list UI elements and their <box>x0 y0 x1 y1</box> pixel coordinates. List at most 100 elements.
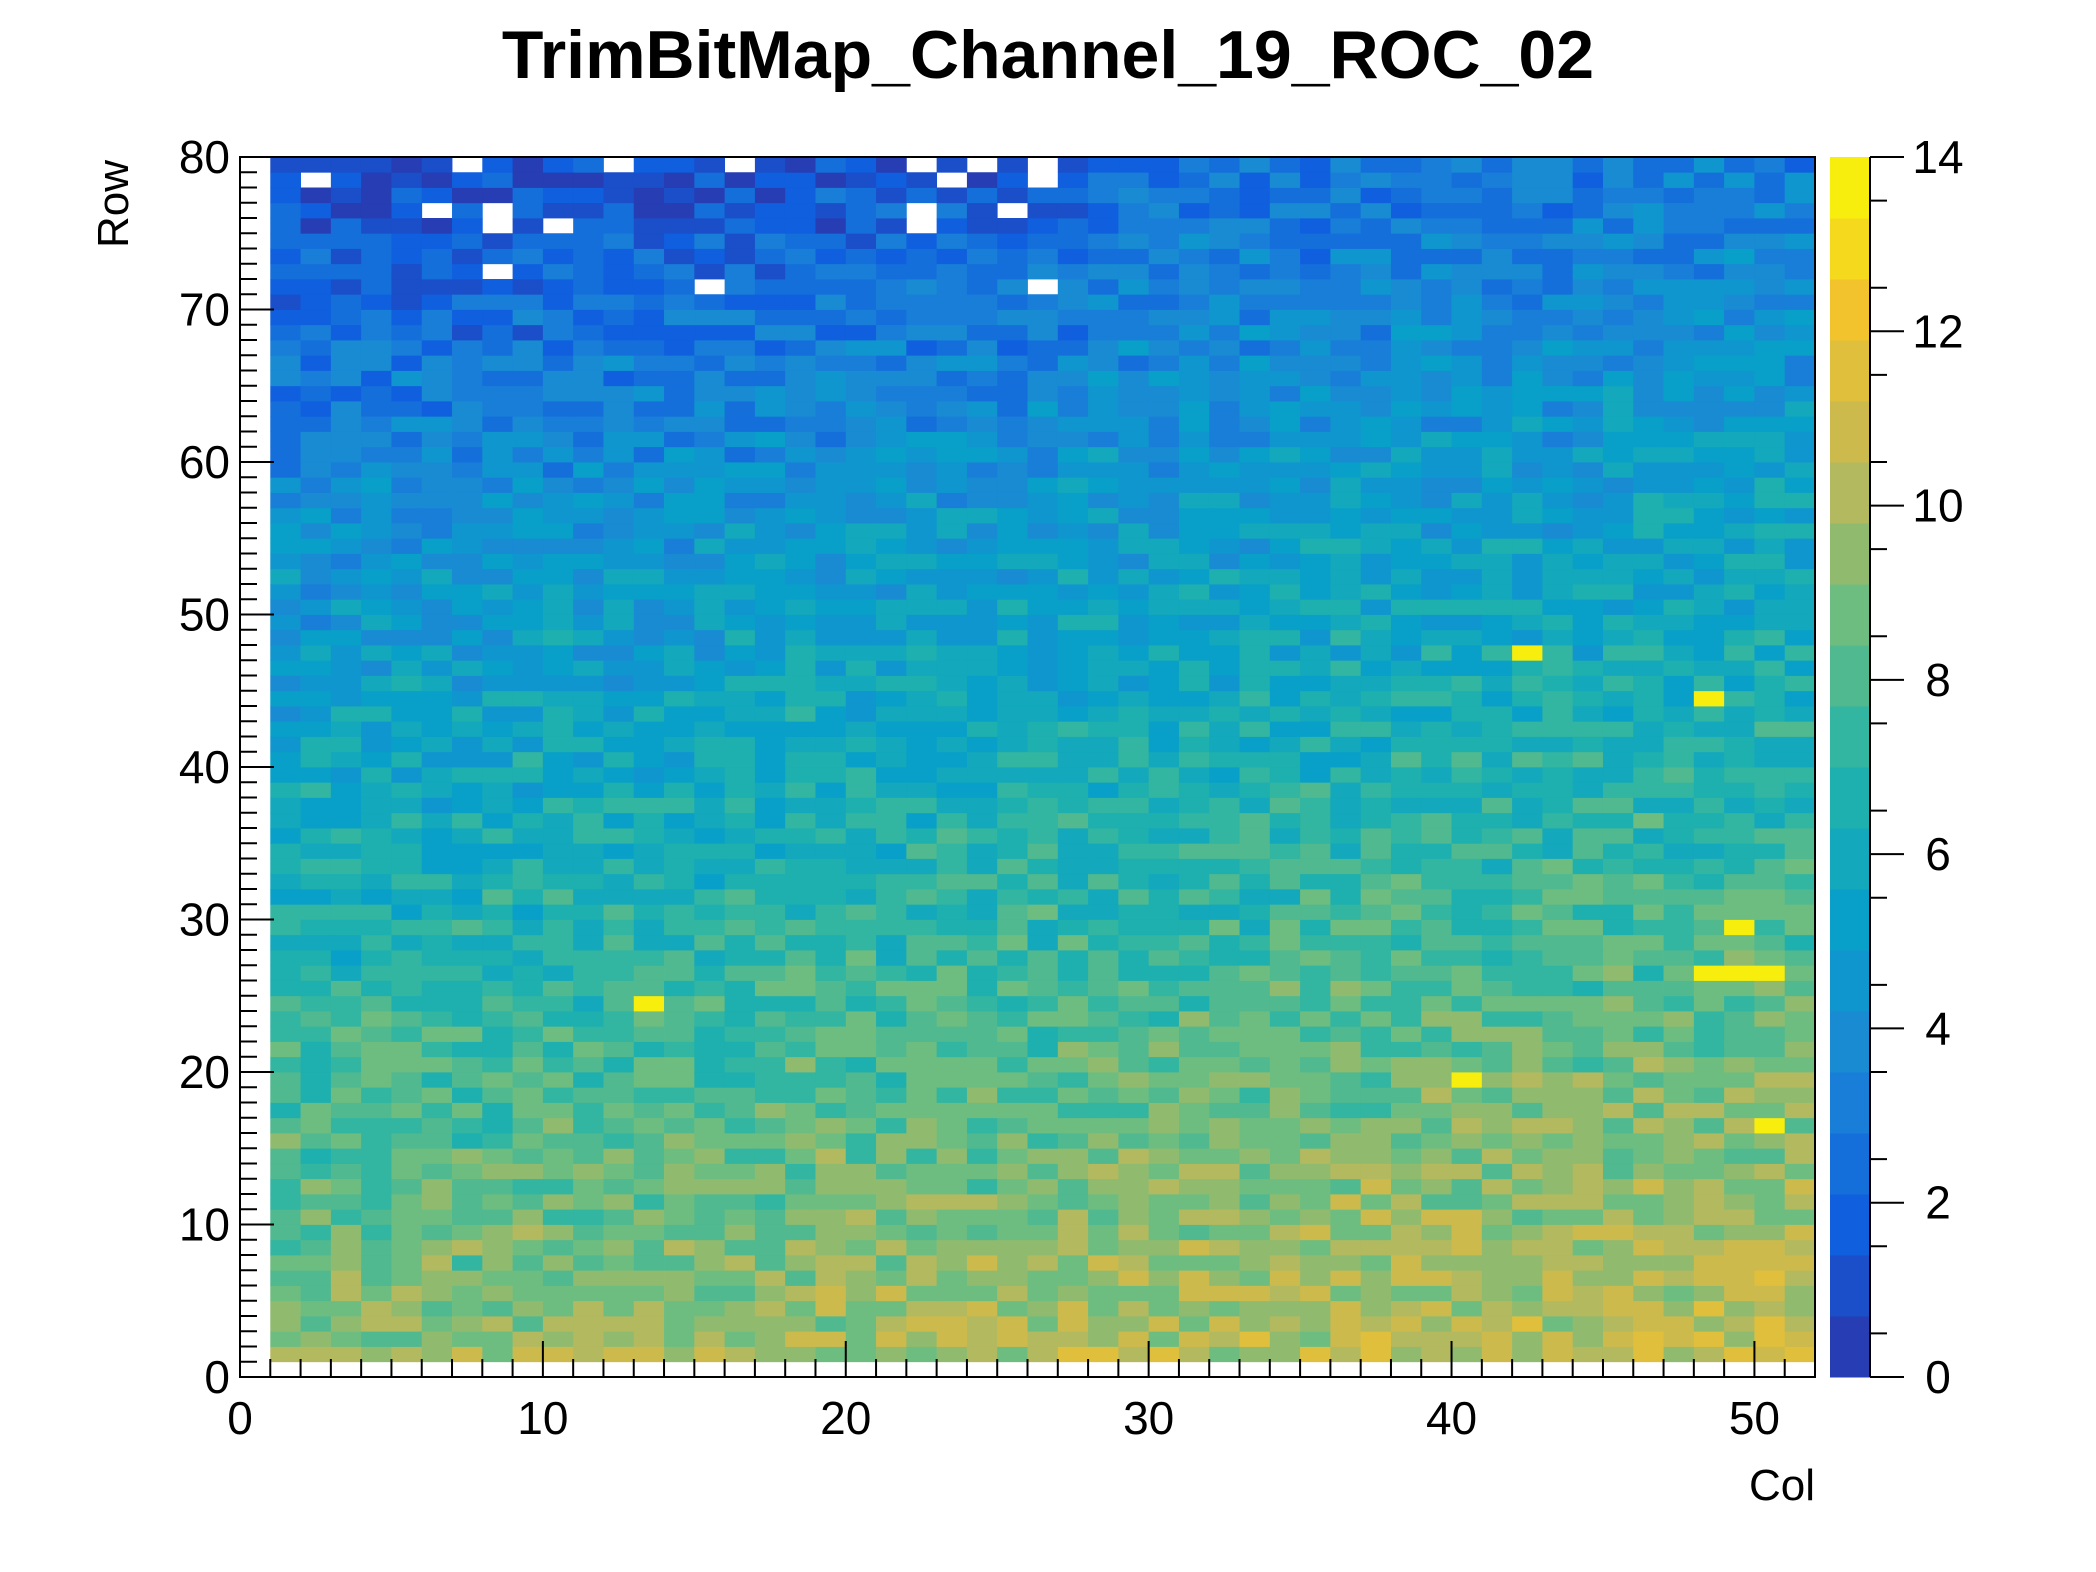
heatmap-cell <box>633 965 665 981</box>
heatmap-cell <box>876 904 907 920</box>
heatmap-cell <box>936 919 968 936</box>
heatmap-cell <box>1451 279 1483 295</box>
heatmap-cell <box>1118 858 1150 875</box>
heatmap-cell <box>421 1072 453 1088</box>
heatmap-cell <box>936 1316 968 1332</box>
heatmap-cell <box>330 1133 362 1149</box>
heatmap-cell <box>694 919 726 936</box>
heatmap-cell <box>270 1316 301 1332</box>
heatmap-cell <box>361 523 392 539</box>
heatmap-cell <box>1088 751 1119 768</box>
heatmap-cell <box>300 1178 332 1195</box>
heatmap-cell <box>1784 1316 1816 1332</box>
heatmap-cell <box>1178 1178 1210 1195</box>
heatmap-cell <box>815 1072 847 1088</box>
heatmap-cell <box>1663 538 1695 554</box>
heatmap-cell <box>361 1331 392 1347</box>
heatmap-cell <box>936 1133 968 1149</box>
heatmap-cell <box>633 1102 665 1119</box>
heatmap-cell <box>694 629 726 646</box>
heatmap-cell <box>876 477 907 493</box>
heatmap-cell <box>724 538 756 554</box>
heatmap-cell <box>1784 1041 1816 1058</box>
heatmap-cell <box>1088 1148 1119 1164</box>
heatmap-cell <box>421 187 453 204</box>
heatmap-cell <box>512 1346 544 1363</box>
heatmap-cell <box>1239 1300 1271 1317</box>
heatmap-cell <box>997 309 1028 326</box>
heatmap-cell <box>1451 873 1483 890</box>
heatmap-cell <box>1542 1331 1574 1347</box>
heatmap-cell <box>1239 1209 1271 1225</box>
heatmap-cell <box>785 828 816 844</box>
heatmap-cell <box>633 294 665 310</box>
heatmap-cell <box>754 1163 786 1180</box>
heatmap-cell <box>1451 1300 1483 1317</box>
heatmap-cell <box>1390 492 1422 509</box>
heatmap-cell <box>1724 1300 1755 1317</box>
heatmap-cell <box>785 1270 816 1286</box>
heatmap-cell <box>936 660 968 676</box>
heatmap-cell <box>482 1270 513 1286</box>
heatmap-cell <box>785 1239 816 1256</box>
heatmap-cell <box>1542 523 1574 539</box>
heatmap-cell <box>906 477 938 493</box>
heatmap-cell <box>1269 523 1301 539</box>
heatmap-cell <box>1633 462 1664 478</box>
heatmap-cell <box>1330 416 1362 432</box>
heatmap-cell <box>1027 248 1059 265</box>
heatmap-cell <box>664 553 695 570</box>
heatmap-cell <box>1754 1026 1786 1042</box>
heatmap-cell <box>1572 1117 1604 1134</box>
heatmap-cell <box>1390 416 1422 432</box>
heatmap-cell <box>664 645 695 661</box>
heatmap-cell <box>1633 767 1664 783</box>
heatmap-cell <box>573 1209 604 1225</box>
heatmap-cell <box>1148 1209 1180 1225</box>
heatmap-cell <box>330 736 362 753</box>
heatmap-cell <box>1360 416 1392 432</box>
heatmap-cell <box>482 950 513 966</box>
heatmap-cell <box>724 1300 756 1317</box>
heatmap-cell <box>906 675 938 692</box>
heatmap-cell <box>452 1331 483 1347</box>
heatmap-cell <box>815 1178 847 1195</box>
heatmap-cell <box>573 1011 604 1027</box>
heatmap-cell <box>542 645 574 661</box>
heatmap-cell <box>876 202 907 219</box>
heatmap-cell <box>1633 1285 1664 1302</box>
heatmap-cell <box>1118 873 1150 890</box>
heatmap-cell <box>512 1163 544 1180</box>
heatmap-cell <box>391 782 423 798</box>
heatmap-cell <box>1209 1117 1240 1134</box>
heatmap-cell <box>633 812 665 829</box>
heatmap-cell <box>997 797 1028 814</box>
heatmap-cell <box>633 1011 665 1027</box>
heatmap-cell <box>1148 1194 1180 1210</box>
heatmap-cell <box>966 1300 998 1317</box>
heatmap-cell <box>1300 248 1331 265</box>
heatmap-cell <box>1300 1255 1331 1271</box>
heatmap-cell <box>754 1148 786 1164</box>
heatmap-cell <box>1390 751 1422 768</box>
heatmap-cell <box>1602 889 1634 905</box>
heatmap-cell <box>966 995 998 1012</box>
heatmap-cell <box>1148 660 1180 676</box>
heatmap-cell <box>1330 477 1362 493</box>
heatmap-cell <box>1602 767 1634 783</box>
heatmap-cell <box>724 584 756 600</box>
heatmap-cell <box>694 263 726 280</box>
heatmap-cell <box>664 294 695 310</box>
heatmap-cell <box>1572 202 1604 219</box>
heatmap-cell <box>724 294 756 310</box>
heatmap-cell <box>1027 767 1059 783</box>
heatmap-cell <box>1330 1224 1362 1241</box>
heatmap-cell <box>936 492 968 509</box>
heatmap-cell <box>1784 263 1816 280</box>
heatmap-cell <box>1178 965 1210 981</box>
heatmap-cell <box>815 675 847 692</box>
heatmap-cell <box>1178 1209 1210 1225</box>
heatmap-cell <box>1451 1178 1483 1195</box>
heatmap-cell <box>633 462 665 478</box>
heatmap-cell <box>1451 1011 1483 1027</box>
